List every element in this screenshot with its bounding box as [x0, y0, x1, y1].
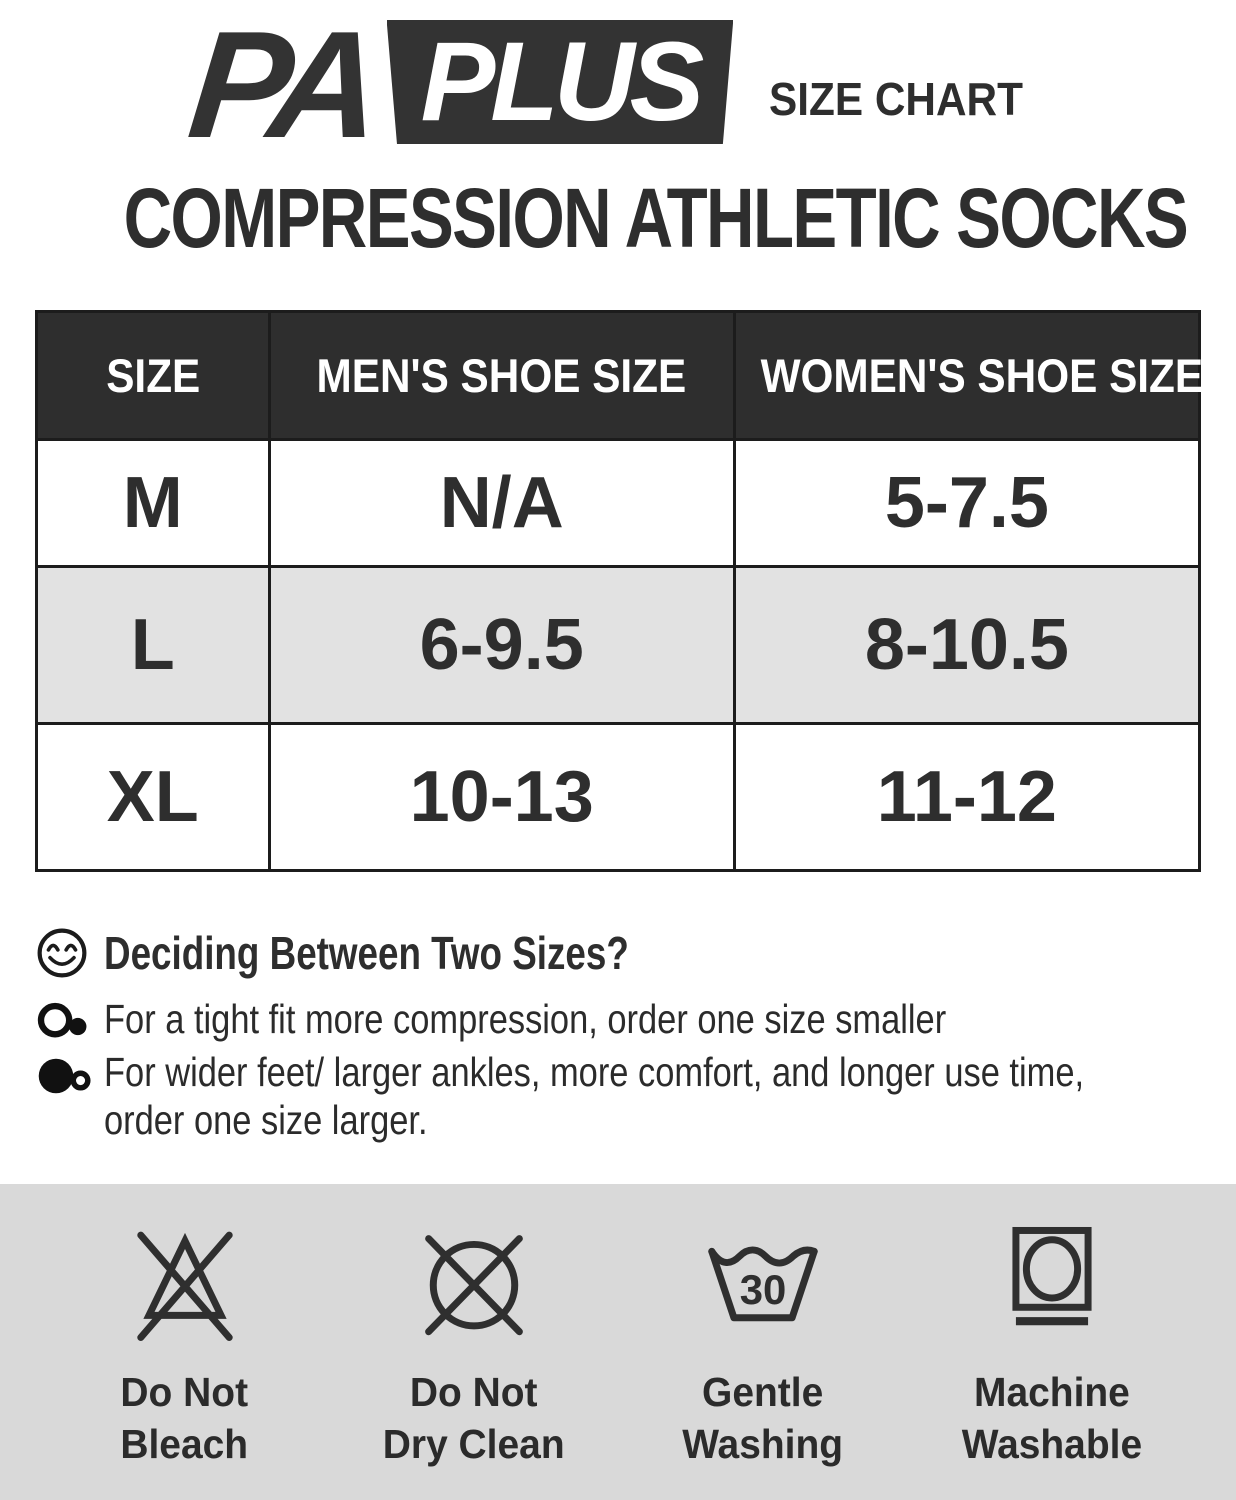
care-item-do-not-bleach: Do Not Bleach — [40, 1220, 329, 1500]
care-label: Do Not Dry Clean — [382, 1369, 565, 1468]
machine-washable-icon — [988, 1220, 1116, 1348]
care-item-gentle-washing: 30 Gentle Washing — [618, 1220, 907, 1500]
table-row-xl: XL 10-13 11-12 — [35, 722, 1202, 872]
do-not-bleach-icon — [121, 1220, 249, 1348]
column-header-womens: WOMEN'S SHOE SIZE — [732, 310, 1203, 441]
tip-larger-size: For wider feet/ larger ankles, more comf… — [36, 1049, 1200, 1144]
logo-plus-box: PLUS — [386, 19, 734, 144]
tip-smaller-size: For a tight fit more compression, order … — [36, 996, 1200, 1045]
column-header-size: SIZE — [35, 310, 271, 441]
care-instructions-bar: Do Not Bleach Do Not Dry Clean — [0, 1184, 1236, 1500]
table-header-row: SIZE MEN'S SHOE SIZE WOMEN'S SHOE SIZE — [35, 310, 1203, 441]
column-header-mens: MEN'S SHOE SIZE — [267, 310, 736, 441]
size-chart-label: SIZE CHART — [769, 73, 1024, 125]
logo-plus-text: PLUS — [420, 19, 705, 144]
page-title: COMPRESSION ATHLETIC SOCKS — [123, 171, 1189, 265]
size-cell: XL — [35, 722, 271, 872]
smiley-face-icon — [36, 927, 88, 979]
mens-size-cell: N/A — [267, 438, 736, 568]
womens-size-cell: 5-7.5 — [732, 438, 1202, 568]
wash-temperature: 30 — [739, 1266, 786, 1313]
care-item-machine-washable: Machine Washable — [907, 1220, 1196, 1500]
tips-heading-text: Deciding Between Two Sizes? — [104, 927, 629, 979]
logo-pa-text: PA — [181, 0, 380, 170]
womens-size-cell: 11-12 — [732, 722, 1202, 872]
sizing-tips-section: Deciding Between Two Sizes? For a tight … — [36, 872, 1200, 1144]
brand-logo: PA PLUS — [182, 0, 734, 170]
table-row-m: M N/A 5-7.5 — [35, 438, 1202, 568]
care-item-do-not-dry-clean: Do Not Dry Clean — [329, 1220, 618, 1500]
mens-size-cell: 10-13 — [267, 722, 736, 872]
tip-text: For wider feet/ larger ankles, more comf… — [104, 1049, 1085, 1143]
gentle-washing-icon: 30 — [699, 1220, 827, 1348]
care-label: Do Not Bleach — [120, 1369, 249, 1468]
brand-header: PA PLUS SIZE CHART — [0, 0, 1236, 170]
one-size-smaller-icon — [36, 996, 104, 1045]
do-not-dry-clean-icon — [410, 1220, 538, 1348]
mens-size-cell: 6-9.5 — [267, 565, 736, 725]
care-label: Gentle Washing — [682, 1369, 843, 1468]
one-size-larger-icon — [36, 1049, 104, 1100]
womens-size-cell: 8-10.5 — [732, 565, 1202, 725]
size-cell: M — [35, 438, 271, 568]
care-label: Machine Washable — [961, 1369, 1142, 1468]
tips-heading: Deciding Between Two Sizes? — [36, 926, 1200, 980]
table-row-l: L 6-9.5 8-10.5 — [35, 565, 1202, 725]
size-table: SIZE MEN'S SHOE SIZE WOMEN'S SHOE SIZE M… — [35, 310, 1203, 872]
size-cell: L — [35, 565, 271, 725]
tip-text: For a tight fit more compression, order … — [104, 996, 947, 1042]
